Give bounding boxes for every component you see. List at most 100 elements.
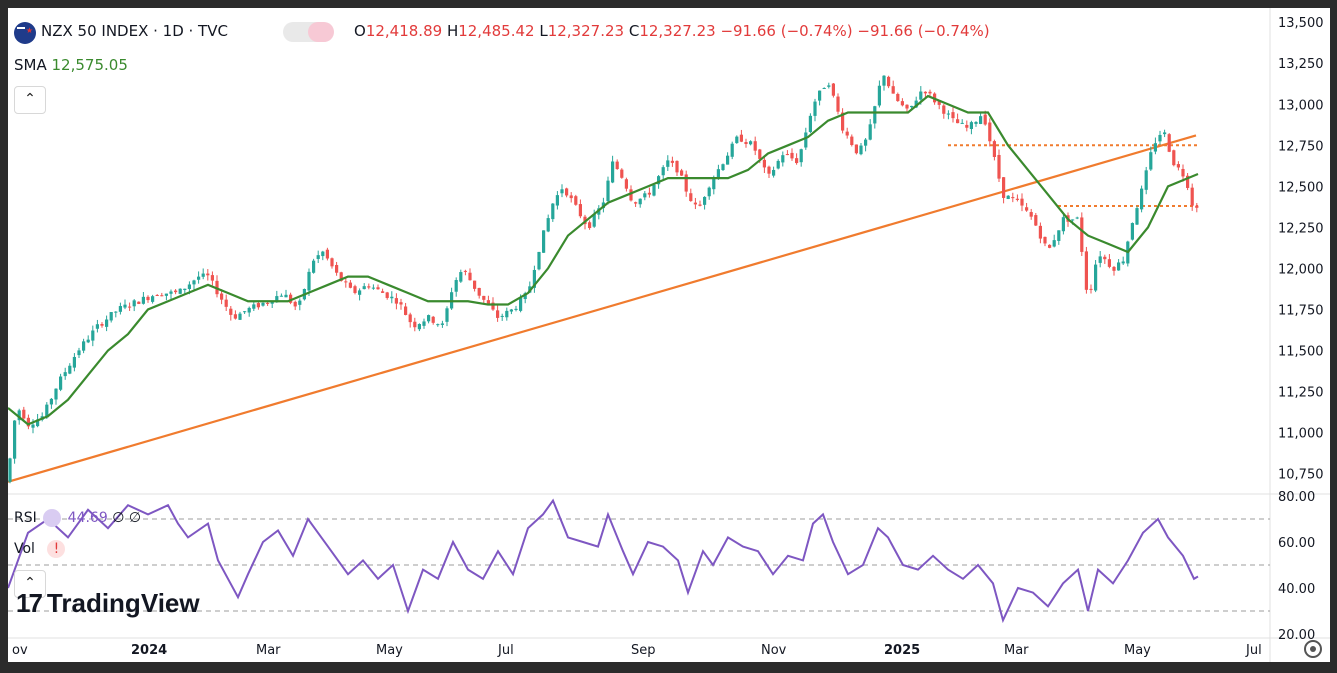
wave-toggle-icon[interactable] [308,22,334,42]
candle-body [1163,132,1167,135]
candle-body [992,141,996,158]
candle-body [919,91,923,100]
chart-svg[interactable]: 13,500 13,250 13,000 12,750 12,500 12,250 12,0… [8,8,1330,662]
candle-body [123,304,127,308]
rsi-line [8,498,1199,624]
candle-body [164,293,168,296]
time-tick-label: Jul [1245,643,1262,658]
candle-body [841,112,845,131]
candle-body [256,303,260,308]
candle-body [997,154,1001,179]
candle-body [91,330,95,341]
candle-body [436,324,440,326]
candle-body [900,101,904,106]
high-label: H [446,22,459,40]
candle-body [509,309,513,312]
candle-body [638,198,642,205]
candle-body [252,304,256,309]
candle-body [312,260,316,273]
sma-label: SMA [14,56,47,74]
tv-logo-text: TradingView [46,588,200,618]
candle-body [1190,187,1194,206]
collapse-pane-button[interactable]: ⌃ [14,570,46,598]
collapse-legend-button[interactable]: ⌃ [14,86,46,114]
open-value: 12,418.89 [365,22,443,40]
candle-body [532,269,536,288]
candle-body [1020,198,1024,206]
candle-body [845,131,849,136]
candle-body [445,308,449,322]
candle-body [330,258,334,267]
candle-body [298,300,302,305]
candle-body [1144,170,1148,190]
candle-body [376,287,380,290]
candle-body [54,388,58,400]
candle-body [1167,134,1171,152]
candle-body [937,100,941,105]
candle-body [325,249,329,259]
candle-body [390,296,394,299]
tradingview-logo[interactable]: 17 TradingView [16,588,200,619]
candle-body [367,286,371,288]
candle-body [905,104,909,109]
candle-body [611,161,615,183]
candle-body [514,308,518,310]
candle-body [118,306,122,312]
candle-body [1181,168,1185,177]
candle-body [1107,259,1111,267]
candle-body [31,424,35,428]
candle-body [1034,215,1038,226]
candle-body [661,167,665,176]
candle-body [574,196,578,205]
candle-body [643,193,647,198]
candle-body [652,184,656,196]
rsi-sync-icon[interactable] [43,509,62,527]
candle-body [270,302,274,304]
sma-legend[interactable]: SMA 12,575.05 [14,56,128,74]
candle-body [275,296,279,303]
time-tick-label: Nov [761,643,787,658]
symbol-title[interactable]: NZX 50 INDEX · 1D · TVC [41,22,228,40]
time-tick-label: Mar [256,643,281,658]
candle-body [808,115,812,132]
candle-body [546,218,550,232]
settings-icon[interactable] [1304,640,1322,658]
candle-body [307,271,311,291]
candle-body [344,281,348,283]
candle-body [1186,175,1190,188]
candle-body [348,282,352,288]
candle-body [988,122,992,142]
chevron-up-icon: ⌃ [24,575,36,591]
candle-body [109,312,113,321]
candle-body [1089,288,1093,290]
chart-frame: 13,500 13,250 13,000 12,750 12,500 12,250 12,0… [8,8,1330,662]
price-tick-label: 12,250 [1278,221,1324,236]
candle-body [620,169,624,178]
vol-alert-icon[interactable]: ! [47,540,66,558]
high-value: 12,485.42 [458,22,535,40]
rsi-legend[interactable]: RSI 44.69 ∅ ∅ [14,509,141,527]
nz-flag-icon [14,22,36,44]
candle-body [1025,207,1029,211]
candle-body [385,292,389,298]
candle-body [822,88,826,90]
candle-body [381,291,385,293]
candle-body [358,290,362,295]
candle-body [730,143,734,157]
candle-body [758,149,762,159]
time-tick-label: May [376,643,403,658]
candle-body [206,273,210,276]
candle-body [776,160,780,169]
candle-body [680,170,684,176]
candle-body [818,90,822,101]
price-tick-label: 11,000 [1278,427,1324,442]
low-label: L [539,22,548,40]
candle-body [1052,240,1056,247]
candle-body [114,311,118,313]
price-tick-label: 11,750 [1278,303,1324,318]
candle-body [169,291,173,294]
candle-body [454,280,458,292]
candle-body [979,116,983,124]
vol-legend[interactable]: Vol ! [14,540,66,558]
candle-body [105,319,109,327]
